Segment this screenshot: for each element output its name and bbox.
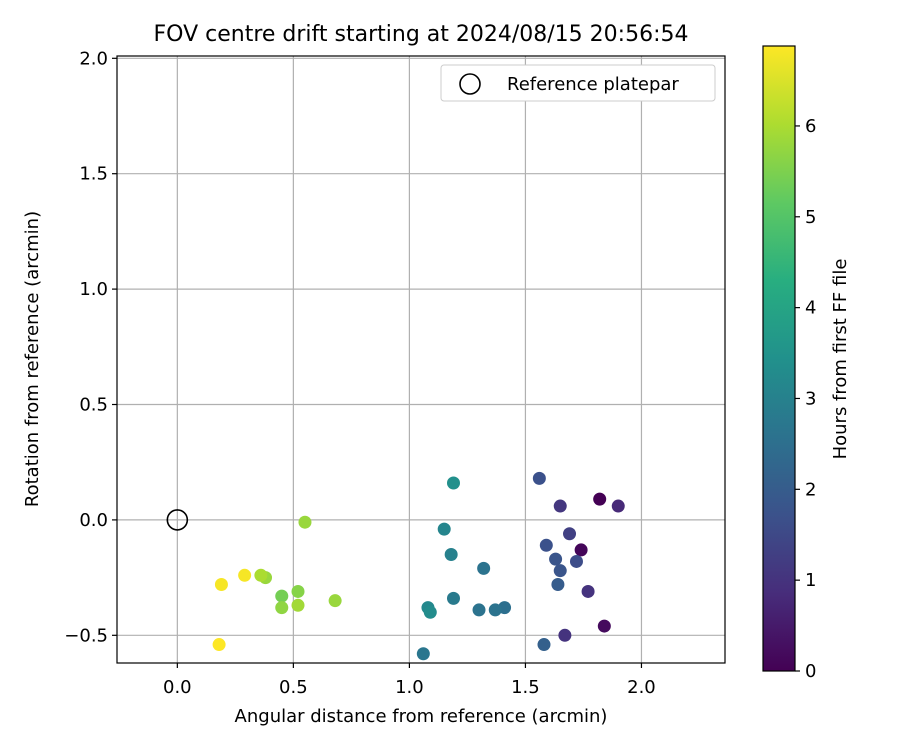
- x-tick-label: 2.0: [627, 677, 656, 698]
- y-tick-label: 1.0: [79, 279, 108, 300]
- reference-platepar-marker: [166, 509, 189, 531]
- y-tick-label: 2.0: [79, 48, 108, 69]
- grid-lines: [117, 56, 725, 663]
- data-point: [553, 564, 567, 578]
- data-point: [593, 492, 607, 506]
- data-point: [551, 578, 565, 592]
- data-point: [214, 578, 228, 592]
- y-axis-ticks: −0.5 0.0 0.5 1.0 1.5 2.0: [64, 48, 117, 646]
- data-point: [291, 598, 305, 612]
- colorbar-gradient: [762, 45, 796, 672]
- data-point: [328, 594, 342, 608]
- data-point: [238, 568, 252, 582]
- colorbar-tick-label: 0: [805, 661, 816, 682]
- data-point: [275, 601, 289, 615]
- data-point: [254, 568, 268, 582]
- data-point: [423, 605, 437, 619]
- data-point: [477, 561, 491, 575]
- data-point: [275, 589, 289, 603]
- data-point: [472, 603, 486, 617]
- legend: Reference platepar: [440, 64, 716, 102]
- chart-title: FOV centre drift starting at 2024/08/15 …: [154, 22, 689, 47]
- y-tick-label: −0.5: [64, 625, 108, 646]
- colorbar-tick-label: 5: [805, 207, 816, 228]
- data-point: [532, 471, 546, 485]
- y-axis-label: Rotation from reference (arcmin): [22, 211, 43, 507]
- colorbar: 0 1 2 3 4 5 6 Hours from first FF file: [762, 45, 851, 682]
- colorbar-tick-label: 1: [805, 570, 816, 591]
- colorbar-ticks: 0 1 2 3 4 5 6: [795, 116, 816, 682]
- legend-box: [440, 64, 716, 102]
- data-point: [553, 499, 567, 513]
- data-point: [581, 584, 595, 598]
- x-tick-label: 1.0: [395, 677, 424, 698]
- x-axis-label: Angular distance from reference (arcmin): [235, 706, 608, 727]
- data-point: [597, 619, 611, 633]
- plot-frame: [116, 55, 726, 664]
- legend-reference-marker: [459, 73, 481, 95]
- data-point: [444, 548, 458, 562]
- data-point: [549, 552, 563, 566]
- colorbar-tick-label: 6: [805, 116, 816, 137]
- colorbar-tick-label: 4: [805, 298, 816, 319]
- y-tick-label: 1.5: [79, 164, 108, 185]
- data-point: [574, 543, 588, 557]
- data-point: [291, 584, 305, 598]
- data-point: [537, 638, 551, 652]
- x-tick-label: 1.5: [511, 677, 540, 698]
- x-tick-label: 0.0: [163, 677, 192, 698]
- legend-entry-reference-platepar: Reference platepar: [507, 74, 679, 95]
- data-point: [212, 638, 226, 652]
- data-point: [446, 476, 460, 490]
- x-tick-label: 0.5: [279, 677, 308, 698]
- data-point: [611, 499, 625, 513]
- data-point: [569, 554, 583, 568]
- data-point: [563, 527, 577, 541]
- colorbar-tick-label: 2: [805, 479, 816, 500]
- x-axis-ticks: 0.0 0.5 1.0 1.5 2.0: [163, 663, 656, 698]
- data-point: [416, 647, 430, 661]
- data-point: [488, 603, 502, 617]
- data-point: [446, 591, 460, 605]
- data-point: [298, 515, 312, 529]
- data-point: [539, 538, 553, 552]
- colorbar-label: Hours from first FF file: [830, 259, 851, 460]
- data-point: [558, 628, 572, 642]
- y-tick-label: 0.5: [79, 395, 108, 416]
- y-tick-label: 0.0: [79, 510, 108, 531]
- colorbar-tick-label: 3: [805, 388, 816, 409]
- data-point: [437, 522, 451, 536]
- data-points: [212, 471, 625, 661]
